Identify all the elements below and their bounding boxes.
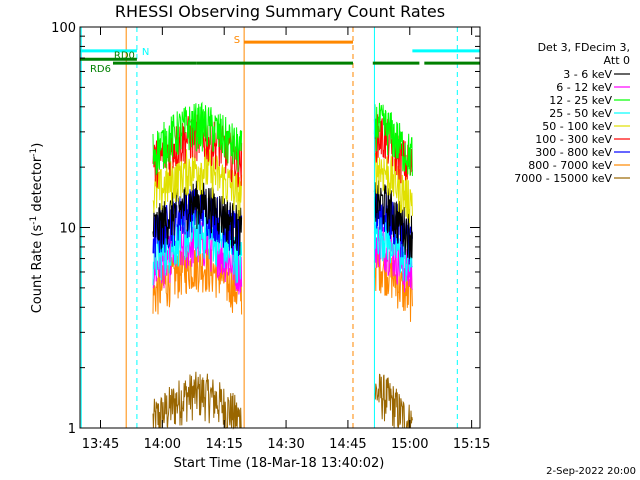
legend-label-2: 12 - 25 keV [549,94,612,107]
legend-label-3: 25 - 50 keV [549,107,612,120]
x-tick-label-2: 14:15 [205,437,242,452]
legend-label-1: 6 - 12 keV [556,81,612,94]
y-axis-label-end: ) [30,143,45,148]
y-axis-label: Count Rate (s-1 detector-1) [29,143,45,314]
x-tick-label-1: 14:00 [144,437,181,452]
y-axis-label-mid: detector [30,156,45,216]
y-tick-label-2: 100 [51,21,76,36]
y-axis-label-sup1: -1 [29,216,39,225]
x-tick-label-0: 13:45 [82,437,119,452]
x-tick-label-4: 14:45 [329,437,366,452]
y-tick-label-0: 1 [68,422,76,437]
x-tick-label-5: 15:00 [391,437,428,452]
state-label-2: RD6 [90,64,111,75]
y-axis-label-sup2: -1 [29,148,39,157]
x-tick-label-3: 14:30 [267,437,304,452]
x-axis-label: Start Time (18-Mar-18 13:40:02) [174,456,385,471]
series-line-7 [152,245,413,322]
legend-label-8: 7000 - 15000 keV [514,172,612,185]
timestamp: 2-Sep-2022 20:00 [546,466,636,477]
legend-label-7: 800 - 7000 keV [528,159,612,172]
x-tick-label-6: 15:15 [453,437,490,452]
legend-header-line2: Att 0 [604,54,630,67]
state-label-3: S [234,35,240,46]
legend-label-4: 50 - 100 keV [542,120,612,133]
series-line-2 [152,101,413,177]
series-line-4 [152,147,413,224]
legend-label-6: 300 - 800 keV [535,146,612,159]
chart-title: RHESSI Observing Summary Count Rates [115,2,445,21]
state-label-0: N [142,47,149,58]
legend-label-0: 3 - 6 keV [563,68,612,81]
y-tick-label-1: 10 [59,222,76,237]
legend-header-line1: Det 3, FDecim 3, [538,41,630,54]
tick-layer: 13:45 14:00 14:15 14:30 14:45 15:00 15:15 1 10 10… [51,21,490,452]
legend-label-5: 100 - 300 keV [535,133,612,146]
data-layer [152,101,413,430]
y-axis-label-main: Count Rate (s [30,225,45,314]
state-label-1: RD0 [114,50,135,61]
